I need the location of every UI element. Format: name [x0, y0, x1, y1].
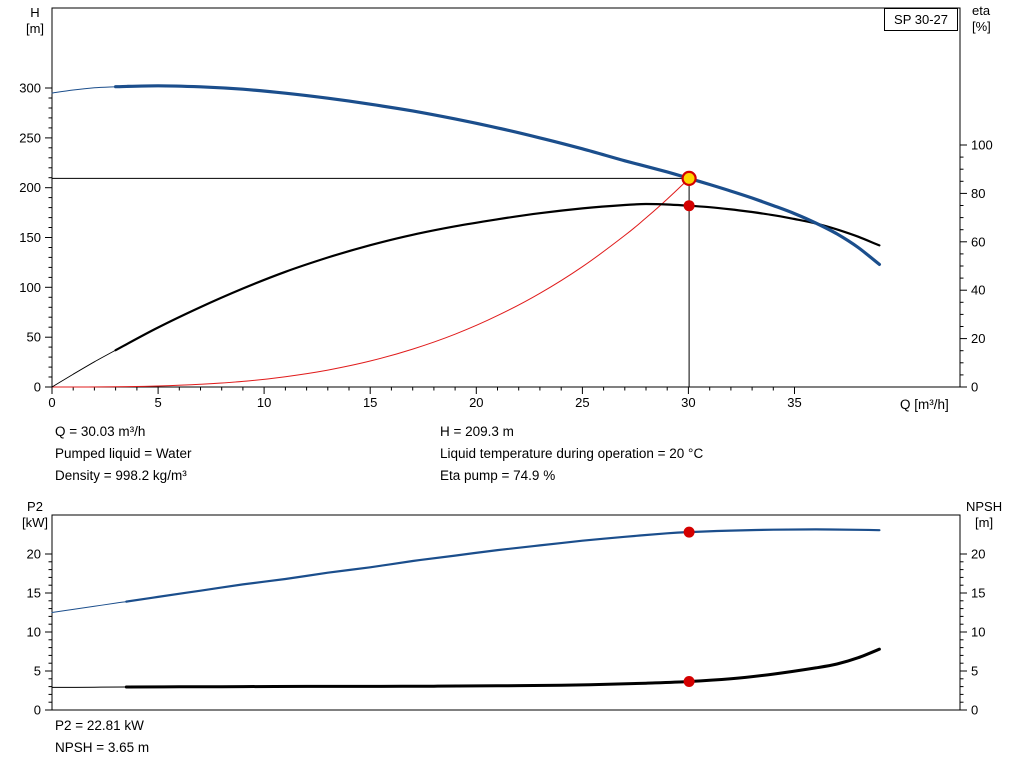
tick-label: 0 [34, 380, 41, 395]
tick-label: 30 [681, 395, 695, 410]
tick-label: 0 [34, 703, 41, 718]
p2-point [683, 526, 695, 538]
tick-label: 35 [787, 395, 801, 410]
tick-label: 20 [971, 547, 985, 562]
head-axis-unit: [m] [25, 21, 45, 36]
info-line-eta: Eta pump = 74.9 % [440, 468, 556, 483]
duty-info-left: Q = 30.03 m³/h Pumped liquid = Water Den… [55, 421, 191, 487]
npsh-axis-unit: [m] [975, 515, 994, 530]
hq-chart: 0 50 100 150 200 250 300 0 20 40 60 80 100 0 5 10 15 20 25… [19, 7, 993, 410]
tick-label: 25 [575, 395, 589, 410]
p2-axis-title: P2 [kW] [12, 499, 58, 531]
pump-model-badge: SP 30-27 [884, 8, 958, 31]
eta-curve [114, 202, 881, 352]
tick-label: 20 [27, 547, 41, 562]
info-line-liquid: Pumped liquid = Water [55, 446, 192, 461]
head-curve [114, 84, 881, 266]
tick-label: 100 [19, 280, 41, 295]
tick-label: 60 [971, 234, 985, 249]
p2-axis-name: P2 [27, 499, 43, 514]
tick-label: 10 [27, 625, 41, 640]
info-line-npsh: NPSH = 3.65 m [55, 740, 150, 755]
tick-label: 50 [27, 330, 41, 345]
tick-label: 250 [19, 130, 41, 145]
npsh-curve [124, 647, 881, 689]
eta-curve-lead-in [51, 349, 117, 388]
tick-label: 20 [971, 331, 985, 346]
tick-label: 10 [257, 395, 271, 410]
duty-point[interactable] [681, 170, 697, 186]
info-line-density: Density = 998.2 kg/m³ [55, 468, 187, 483]
tick-label: 40 [971, 283, 985, 298]
tick-label: 150 [19, 230, 41, 245]
power-npsh-info: P2 = 22.81 kW NPSH = 3.65 m [55, 715, 149, 759]
p2-axis-unit: [kW] [22, 515, 48, 530]
tick-label: 5 [34, 664, 41, 679]
tick-label: 10 [971, 625, 985, 640]
tick-label: 20 [469, 395, 483, 410]
p2-curve [125, 528, 881, 603]
p2-plot-border [51, 514, 961, 711]
info-line-head: H = 209.3 m [440, 424, 514, 439]
eta-point [683, 200, 695, 212]
tick-label: 0 [971, 703, 978, 718]
tick-label: 5 [154, 395, 161, 410]
eta-axis-unit: [%] [972, 19, 991, 34]
tick-label: 15 [363, 395, 377, 410]
head-curve-lead-in [51, 86, 117, 94]
eta-axis-name: eta [972, 3, 991, 18]
npsh-axis-title: NPSH [m] [966, 499, 1022, 531]
tick-label: 300 [19, 81, 41, 96]
tick-label: 100 [971, 138, 993, 153]
tick-label: 5 [971, 664, 978, 679]
npsh-axis-name: NPSH [966, 499, 1003, 514]
tick-label: 200 [19, 180, 41, 195]
duty-info-right: H = 209.3 m Liquid temperature during op… [440, 421, 703, 487]
info-line-p2: P2 = 22.81 kW [55, 718, 144, 733]
hq-plot-border [51, 7, 961, 388]
eta-axis-title: eta [%] [972, 3, 1018, 35]
info-line-flow: Q = 30.03 m³/h [55, 424, 146, 439]
tick-label: 0 [48, 395, 55, 410]
head-axis-name: H [30, 5, 40, 20]
tick-label: 80 [971, 186, 985, 201]
flow-axis-title: Q [m³/h] [900, 397, 949, 412]
tick-label: 15 [971, 586, 985, 601]
tick-label: 15 [27, 586, 41, 601]
system-curve [51, 177, 690, 388]
npsh-point [683, 676, 695, 687]
info-line-temperature: Liquid temperature during operation = 20… [440, 446, 704, 461]
head-axis-title: H [m] [12, 5, 58, 37]
p2-curve-lead-in [51, 601, 127, 613]
p2-chart: 0 5 10 15 20 0 5 10 15 20 [27, 514, 985, 718]
tick-label: 0 [971, 380, 978, 395]
